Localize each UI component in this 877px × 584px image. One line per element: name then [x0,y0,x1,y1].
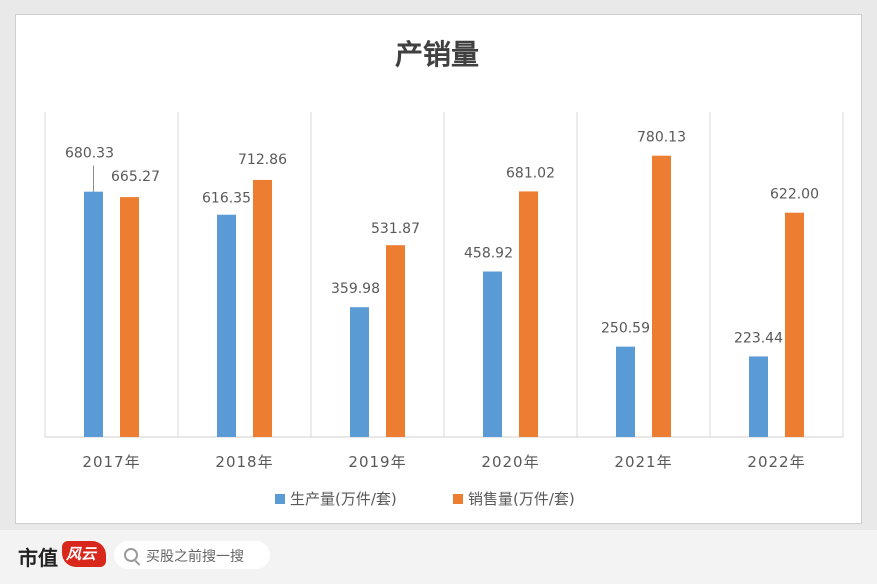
legend-swatch [275,494,285,504]
chart-title: 产销量 [395,38,479,71]
x-tick-label: 2022年 [747,453,805,471]
data-label: 250.59 [601,321,650,337]
x-tick-label: 2021年 [614,453,672,471]
bar-production [84,191,103,437]
search-icon [124,548,138,562]
bar-production [749,356,768,437]
data-label: 531.87 [371,221,420,237]
bar-production [350,307,369,437]
bar-sales [785,212,804,437]
bars [84,155,804,437]
bar-sales [253,179,272,437]
bar-production [483,271,502,437]
data-label: 680.33 [65,146,114,162]
grid-lines [44,112,844,438]
data-label: 622.00 [770,187,819,203]
data-label: 665.27 [111,169,160,185]
logo-icon: 风云 [62,541,106,567]
bar-chart: 产销量 680.33 616.35 359.98 458.92 250.59 223.44… [44,38,844,508]
x-tick-label: 2020年 [481,453,539,471]
bar-sales [652,155,671,437]
bar-sales [519,191,538,437]
search-placeholder: 买股之前搜一搜 [146,549,244,565]
brand-name: 市值 [18,546,58,570]
bar-sales [386,245,405,437]
legend-label: 销售量(万件/套) [468,490,575,508]
brand-mark-text: 风云 [66,545,97,563]
data-label: 712.86 [238,152,287,168]
x-tick-labels: 2017年 2018年 2019年 2020年 2021年 2022年 [82,453,805,471]
data-labels: 680.33 616.35 359.98 458.92 250.59 223.44 665.… [65,130,819,347]
chart-card [15,14,862,524]
bar-production [616,346,635,437]
search-box[interactable]: 买股之前搜一搜 [114,541,270,569]
legend: 生产量(万件/套) 销售量(万件/套) [275,490,575,508]
x-tick-label: 2017年 [82,453,140,471]
legend-label: 生产量(万件/套) [290,490,397,508]
bar-sales [120,197,139,437]
x-tick-label: 2019年 [348,453,406,471]
data-label: 223.44 [734,330,783,346]
data-label: 458.92 [464,246,513,262]
x-tick-label: 2018年 [215,453,273,471]
legend-swatch [453,494,463,504]
bar-production [217,214,236,437]
data-label: 681.02 [506,165,555,181]
data-label: 616.35 [202,191,251,207]
footer-bar: 市值 风云 买股之前搜一搜 [0,530,877,584]
data-label: 780.13 [637,130,686,146]
data-label: 359.98 [331,281,380,297]
